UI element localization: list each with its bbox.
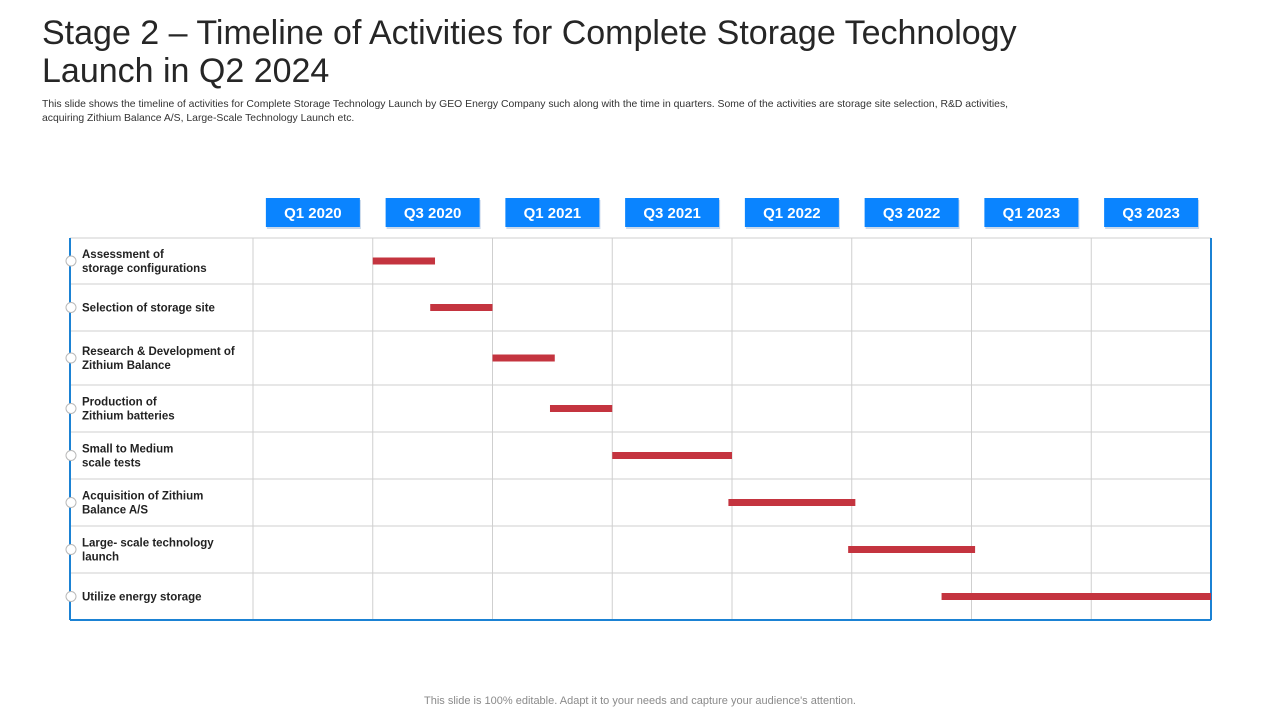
slide-description-line-2: acquiring Zithium Balance A/S, Large-Sca… bbox=[42, 113, 355, 124]
task-bar bbox=[941, 593, 1211, 600]
quarter-header-label: Q3 2020 bbox=[404, 205, 462, 222]
row-marker-circle bbox=[65, 591, 77, 602]
slide-description: This slide shows the timeline of activit… bbox=[42, 98, 1257, 126]
task-bar bbox=[848, 546, 976, 553]
quarter-header: Q1 2022 bbox=[744, 198, 840, 229]
row-marker-circle bbox=[65, 497, 77, 508]
task-label-line: Small to Medium bbox=[82, 444, 173, 456]
task-label: Selection of storage site bbox=[82, 303, 215, 315]
row-marker-circle bbox=[65, 302, 77, 313]
task-label: Production of Zithium batteries bbox=[82, 397, 175, 423]
quarter-header-box bbox=[385, 198, 480, 227]
quarter-header-label: Q3 2022 bbox=[883, 205, 941, 222]
slide-title-line-2: Launch in Q2 2024 bbox=[42, 52, 330, 90]
task-label-line: Zithium batteries bbox=[82, 411, 175, 423]
task-label-line: Utilize energy storage bbox=[82, 592, 202, 604]
task-label-line: Balance A/S bbox=[82, 505, 148, 517]
task-label: Small to Medium scale tests bbox=[82, 444, 173, 470]
quarter-header-box bbox=[625, 198, 720, 227]
task-label: Utilize energy storage bbox=[82, 592, 202, 604]
quarter-header: Q1 2020 bbox=[265, 198, 361, 229]
task-labels: Assessment of storage configurations Selec… bbox=[82, 249, 235, 604]
quarter-header-label: Q1 2021 bbox=[524, 205, 582, 222]
task-label-line: Selection of storage site bbox=[82, 303, 215, 315]
task-bar bbox=[728, 499, 856, 506]
quarter-header-label: Q3 2021 bbox=[643, 205, 701, 222]
task-label-line: Acquisition of Zithium bbox=[82, 491, 203, 503]
task-label-line: scale tests bbox=[82, 458, 141, 470]
quarter-header: Q1 2023 bbox=[984, 198, 1080, 229]
task-label: Acquisition of Zithium Balance A/S bbox=[82, 491, 203, 517]
task-label: Research & Development of Zithium Balance bbox=[82, 346, 235, 372]
task-bar bbox=[430, 304, 493, 311]
task-bar bbox=[492, 354, 555, 362]
row-marker-circle bbox=[65, 403, 77, 414]
task-bar bbox=[612, 452, 732, 459]
quarter-header-box bbox=[864, 198, 959, 227]
task-label: Large- scale technology launch bbox=[82, 538, 214, 564]
row-marker-circle bbox=[65, 544, 77, 555]
task-label: Assessment of storage configurations bbox=[82, 249, 207, 275]
quarter-header-label: Q1 2022 bbox=[763, 205, 821, 222]
quarter-header: Q1 2021 bbox=[505, 198, 601, 229]
slide-title: Stage 2 – Timeline of Activities for Com… bbox=[42, 14, 1242, 90]
row-marker-circle bbox=[65, 450, 77, 461]
quarter-header-box bbox=[265, 198, 360, 227]
row-markers bbox=[65, 255, 77, 602]
quarter-header: Q3 2020 bbox=[385, 198, 481, 229]
task-label-line: storage configurations bbox=[82, 263, 207, 275]
row-marker-circle bbox=[65, 255, 77, 267]
quarter-header: Q3 2021 bbox=[625, 198, 721, 229]
slide-description-line-1: This slide shows the timeline of activit… bbox=[42, 99, 1009, 110]
quarter-header-box bbox=[1104, 198, 1199, 227]
slide-title-line-1: Stage 2 – Timeline of Activities for Com… bbox=[42, 14, 1017, 52]
task-label-line: launch bbox=[82, 552, 119, 564]
task-bar bbox=[372, 257, 436, 265]
quarter-header-label: Q1 2020 bbox=[284, 205, 342, 222]
quarter-header: Q3 2022 bbox=[864, 198, 960, 229]
gantt-grid bbox=[69, 237, 1212, 621]
row-marker-circle bbox=[65, 352, 77, 364]
quarter-header: Q3 2023 bbox=[1104, 198, 1200, 229]
task-bars bbox=[372, 257, 1211, 600]
task-label-line: Zithium Balance bbox=[82, 360, 171, 372]
slide-footer: This slide is 100% editable. Adapt it to… bbox=[424, 695, 856, 707]
quarter-header-label: Q1 2023 bbox=[1003, 205, 1061, 222]
quarter-header-label: Q3 2023 bbox=[1122, 205, 1180, 222]
quarter-header-box bbox=[505, 198, 600, 227]
quarter-header-box bbox=[744, 198, 839, 227]
task-label-line: Large- scale technology bbox=[82, 538, 214, 550]
task-bar bbox=[549, 405, 613, 412]
task-label-line: Research & Development of bbox=[82, 346, 235, 358]
task-label-line: Assessment of bbox=[82, 249, 164, 261]
quarter-header-box bbox=[984, 198, 1079, 227]
task-label-line: Production of bbox=[82, 397, 157, 409]
quarter-headers: Q1 2020 Q3 2020 Q1 2021 Q3 2021 Q1 2022 Q3 20… bbox=[265, 198, 1200, 229]
